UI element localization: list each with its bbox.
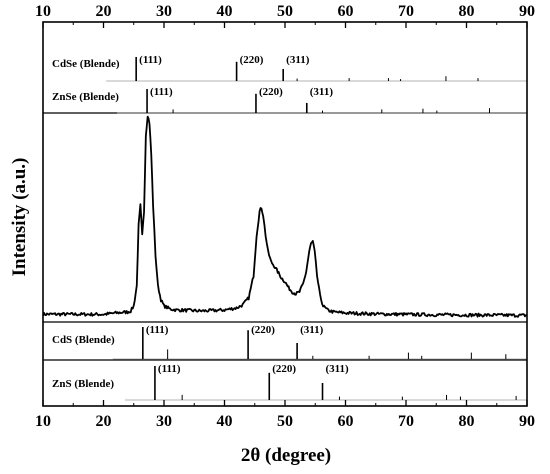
ref-pattern-name: CdS (Blende): [52, 334, 115, 346]
y-axis-title: Intensity (a.u.): [9, 158, 30, 277]
x-tick-label-bottom: 80: [459, 413, 475, 430]
x-tick-label-top: 40: [217, 3, 233, 20]
x-tick-label-top: 30: [156, 3, 172, 20]
x-tick-label-top: 70: [398, 3, 414, 20]
reference-patterns: CdSe (Blende) (111) (220) (311)ZnSe (Blende…: [43, 54, 527, 401]
x-tick-label-bottom: 60: [338, 413, 354, 430]
peak-hkl-label: (111): [146, 324, 169, 336]
peak-hkl-label: (111): [139, 54, 162, 66]
ref-pattern-znse: ZnSe (Blende) (111) (220) (311): [43, 86, 527, 114]
ref-pattern-zns: ZnS (Blende) (111) (220) (311): [43, 359, 527, 401]
peak-hkl-label: (220): [259, 86, 283, 98]
peak-hkl-label: (220): [251, 324, 275, 336]
xrd-trace: [42, 115, 528, 318]
x-tick-label-top: 60: [338, 3, 354, 20]
peak-hkl-label: (111): [158, 363, 181, 375]
x-tick-label-top: 10: [35, 3, 51, 20]
x-tick-label-top: 50: [277, 3, 293, 20]
x-tick-label-top: 80: [459, 3, 475, 20]
plot-frame: [42, 21, 528, 407]
ref-pattern-cds: CdS (Blende) (111) (220) (311): [43, 321, 527, 360]
peak-hkl-label: (220): [240, 54, 264, 66]
peak-hkl-label: (311): [310, 86, 334, 98]
x-axis-title: 2θ (degree): [241, 445, 331, 466]
x-tick-label-bottom: 70: [398, 413, 414, 430]
x-tick-label-bottom: 40: [217, 413, 233, 430]
peak-hkl-label: (111): [150, 86, 173, 98]
axes: 10 10 20 20 30 30 40 40 50 50 60 60 70 70 80 80 90 90: [35, 3, 535, 430]
ref-pattern-name: ZnSe (Blende): [52, 91, 119, 103]
series-layer: [42, 115, 528, 318]
ref-pattern-name: ZnS (Blende): [52, 378, 114, 390]
x-tick-label-bottom: 10: [35, 413, 51, 430]
x-tick-label-bottom: 90: [519, 413, 535, 430]
x-tick-label-bottom: 50: [277, 413, 293, 430]
x-tick-label-bottom: 30: [156, 413, 172, 430]
ref-pattern-cdse: CdSe (Blende) (111) (220) (311): [52, 54, 527, 82]
x-tick-label-bottom: 20: [96, 413, 112, 430]
peak-hkl-label: (311): [326, 363, 350, 375]
peak-hkl-label: (220): [272, 363, 296, 375]
ref-pattern-name: CdSe (Blende): [52, 58, 120, 70]
peak-hkl-label: (311): [286, 54, 310, 66]
peak-hkl-label: (311): [300, 324, 324, 336]
x-tick-label-top: 20: [96, 3, 112, 20]
x-tick-label-top: 90: [519, 3, 535, 20]
